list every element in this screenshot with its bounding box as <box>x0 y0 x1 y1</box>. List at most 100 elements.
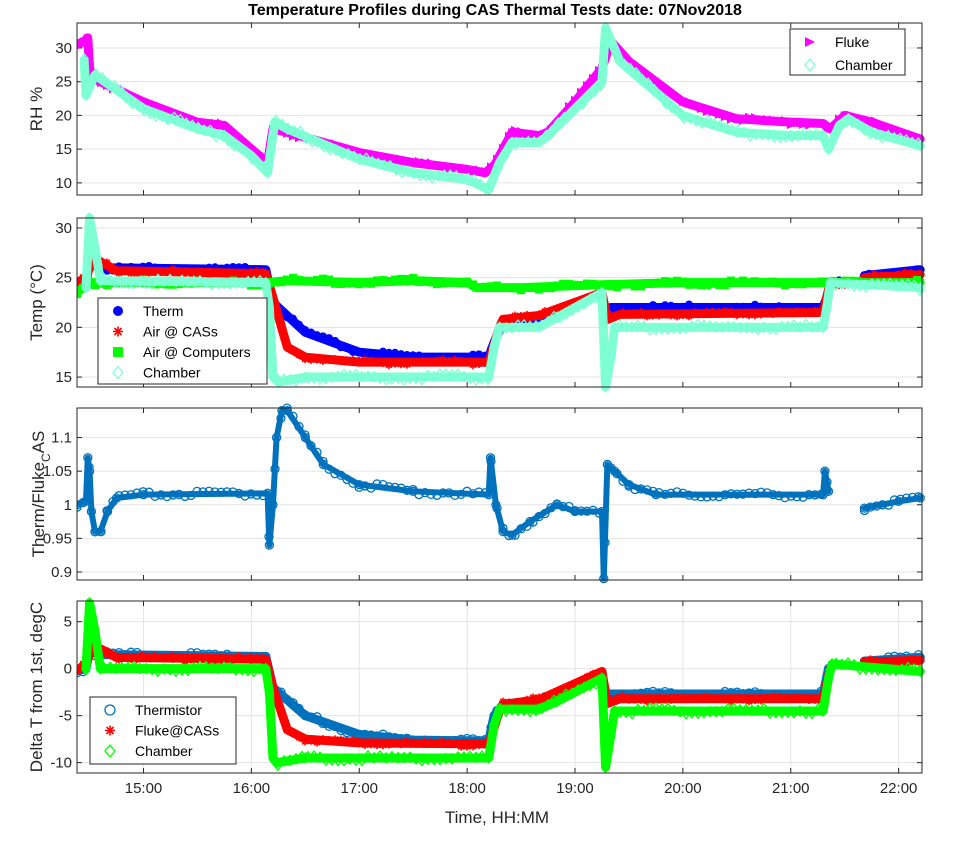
data-point <box>559 685 567 694</box>
data-point <box>493 281 501 290</box>
data-point <box>217 129 228 142</box>
data-point <box>637 308 645 317</box>
data-point <box>282 406 293 416</box>
data-point <box>95 526 106 537</box>
data-point <box>498 523 508 533</box>
data-point <box>180 491 190 502</box>
data-point <box>342 728 352 738</box>
data-point <box>270 464 280 474</box>
data-point <box>457 164 465 173</box>
data-point <box>721 695 729 704</box>
data-point <box>319 356 327 365</box>
data-point <box>193 655 201 664</box>
data-point <box>799 693 807 702</box>
data-point <box>667 301 675 310</box>
data-point <box>289 273 297 282</box>
data-point <box>607 282 615 291</box>
data-point <box>423 369 433 382</box>
data-point <box>241 654 249 663</box>
data-point <box>319 332 327 341</box>
data-point <box>408 486 418 496</box>
data-point <box>169 265 177 274</box>
data-point <box>763 309 771 318</box>
data-point <box>625 62 636 75</box>
legend: Therm Air @ CASs Air @ Computers Chamber <box>97 297 268 385</box>
data-point <box>91 281 99 290</box>
data-point <box>289 346 297 355</box>
data-point <box>312 447 322 457</box>
data-point <box>300 371 311 384</box>
data-point <box>655 278 663 287</box>
data-point <box>721 113 729 122</box>
data-point <box>469 361 477 370</box>
data-point <box>691 114 702 128</box>
data-point <box>217 269 225 278</box>
data-point <box>141 662 151 675</box>
y-tick-label: 30 <box>55 220 72 237</box>
data-point <box>355 278 364 287</box>
data-point <box>804 490 814 500</box>
data-point <box>372 479 382 489</box>
data-point <box>453 368 463 381</box>
data-point <box>262 488 273 498</box>
data-point <box>83 453 93 463</box>
data-point <box>747 322 757 335</box>
data-point <box>757 696 765 705</box>
data-point <box>181 657 189 666</box>
data-point <box>115 83 126 96</box>
data-point <box>731 126 742 139</box>
data-point <box>895 132 906 145</box>
data-point <box>879 663 889 676</box>
data-point <box>657 322 667 335</box>
data-point <box>673 106 684 119</box>
legend-box <box>789 28 906 76</box>
data-point <box>727 276 735 285</box>
data-point <box>385 276 393 285</box>
data-point <box>175 267 183 276</box>
data-point <box>277 318 285 327</box>
data-point <box>475 360 483 369</box>
data-point <box>661 301 669 310</box>
data-point <box>433 162 441 171</box>
data-point <box>327 753 337 766</box>
data-point <box>133 269 141 278</box>
data-point <box>639 320 649 333</box>
data-point <box>103 650 111 659</box>
data-point <box>408 166 419 179</box>
data-point <box>253 157 264 170</box>
data-point <box>763 115 771 124</box>
data-point <box>325 736 333 745</box>
series-chamber <box>81 212 926 393</box>
data-point <box>685 97 693 106</box>
data-point <box>739 117 747 126</box>
data-point <box>631 66 642 79</box>
data-point <box>750 488 760 499</box>
data-point <box>465 371 475 384</box>
data-point <box>444 488 454 498</box>
legend-box <box>97 297 268 385</box>
data-point <box>112 266 121 275</box>
x-tick-label: 17:00 <box>340 780 378 797</box>
data-point <box>807 707 817 720</box>
data-point <box>685 312 693 321</box>
data-point <box>720 490 730 500</box>
data-point <box>309 749 319 762</box>
data-point <box>337 280 345 289</box>
data-point <box>156 490 166 500</box>
data-point <box>571 281 580 290</box>
data-point <box>450 490 460 501</box>
data-point <box>703 108 711 117</box>
data-point <box>519 318 529 331</box>
data-point <box>667 102 678 115</box>
data-point <box>827 657 837 671</box>
data-point <box>517 283 526 292</box>
data-point <box>907 278 915 287</box>
data-point <box>469 168 477 177</box>
data-point <box>313 136 324 149</box>
data-point <box>595 282 603 291</box>
data-point <box>739 695 747 704</box>
data-point <box>379 347 387 356</box>
data-point <box>79 52 90 65</box>
data-point <box>355 358 364 367</box>
data-point <box>793 119 801 128</box>
